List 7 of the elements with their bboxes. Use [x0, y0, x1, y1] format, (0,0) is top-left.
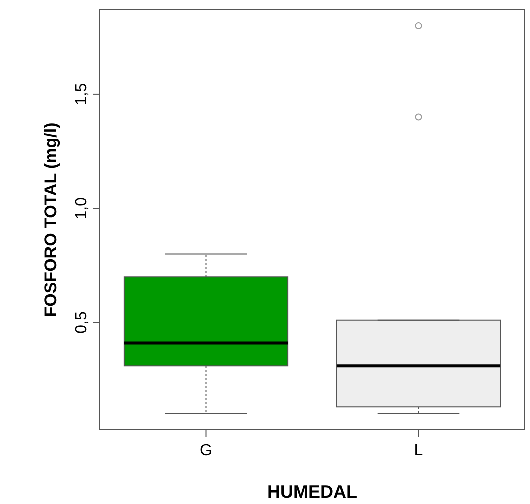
y-tick-label: 1,0 — [73, 197, 90, 220]
y-tick-label: 1,5 — [73, 83, 90, 106]
x-axis-title: HUMEDAL — [268, 482, 358, 502]
y-axis-title: FOSFORO TOTAL (mg/l) — [42, 122, 61, 318]
y-tick-label: 0,5 — [73, 312, 90, 334]
x-tick-label: L — [414, 442, 424, 460]
x-tick-label: G — [200, 442, 212, 460]
